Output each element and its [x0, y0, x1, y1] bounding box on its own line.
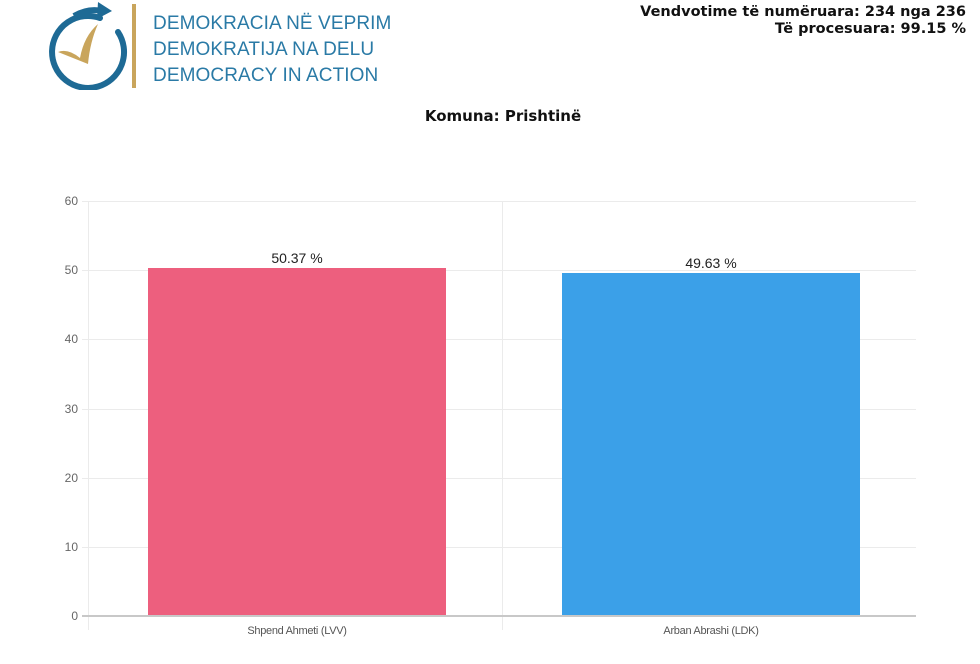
vertical-gridline: [502, 201, 503, 630]
x-category-label: Shpend Ahmeti (LVV): [247, 625, 347, 637]
logo-text: DEMOKRACIA NË VEPRIM DEMOKRATIJA NA DELU…: [153, 11, 392, 89]
x-category-label: Arban Abrashi (LDK): [663, 625, 759, 637]
gridline: [82, 339, 916, 340]
y-tick-label: 0: [71, 609, 78, 623]
y-tick-label: 30: [64, 402, 78, 416]
gridline: [82, 478, 916, 479]
processed-percent: Të procesuara: 99.15 %: [774, 21, 966, 37]
x-axis: [82, 615, 916, 617]
gridline: [82, 201, 916, 202]
logo-line-albanian: DEMOKRACIA NË VEPRIM: [153, 13, 392, 34]
vertical-gridline: [88, 201, 89, 630]
logo: [30, 2, 140, 91]
bar-2: [562, 273, 860, 616]
circular-arrow-checkmark-icon: [49, 2, 128, 91]
y-tick-label: 50: [64, 263, 78, 277]
y-tick-label: 40: [64, 332, 78, 346]
bar-value-label: 50.37 %: [271, 250, 323, 266]
gridline: [82, 547, 916, 548]
y-tick-label: 60: [64, 194, 78, 208]
bar-value-label: 49.63 %: [685, 255, 737, 271]
gridline: [82, 270, 916, 271]
bar-1: [148, 268, 446, 616]
chart-title: Komuna: Prishtinë: [424, 107, 582, 125]
counting-stats: Vendvotime të numëruara: 234 nga 236 Të …: [640, 4, 966, 38]
y-tick-label: 20: [64, 471, 78, 485]
logo-divider: [132, 4, 136, 88]
y-tick-label: 10: [64, 540, 78, 554]
logo-line-english: DEMOCRACY IN ACTION: [153, 65, 379, 86]
polling-stations-count: Vendvotime të numëruara: 234 nga 236: [640, 4, 966, 20]
logo-line-serbian: DEMOKRATIJA NA DELU: [153, 39, 375, 60]
gridline: [82, 409, 916, 410]
